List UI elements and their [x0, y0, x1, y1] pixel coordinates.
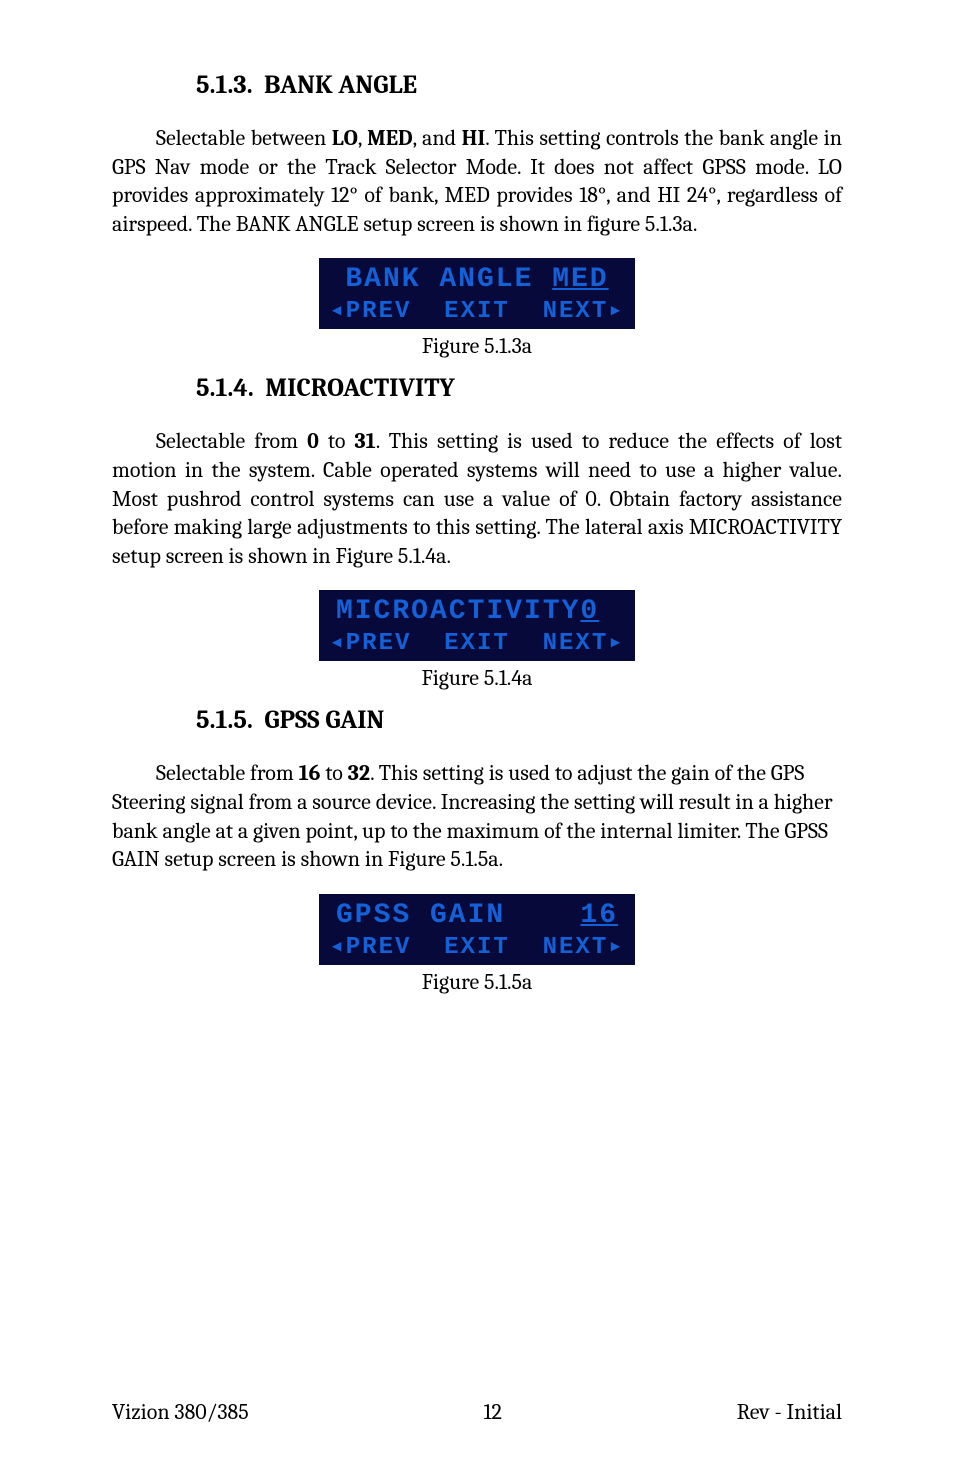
- lcd-value: 0: [580, 596, 599, 627]
- lcd-nav-row: ◂PREV EXIT NEXT▸: [329, 295, 624, 325]
- lcd-value: 16: [580, 900, 618, 931]
- footer-left: Vizion 380/385: [112, 1399, 249, 1425]
- text-bold: 31: [355, 428, 376, 454]
- text-run: Selectable between: [156, 125, 332, 151]
- lcd-next: NEXT▸: [526, 630, 624, 657]
- text-run: to: [319, 428, 355, 454]
- heading-gpss-gain: 5.1.5. GPSS GAIN: [196, 705, 842, 735]
- figure-caption: Figure 5.1.3a: [112, 333, 842, 359]
- figure-caption: Figure 5.1.5a: [112, 969, 842, 995]
- lcd-value: MED: [552, 264, 608, 295]
- lcd-panel-bank-angle: BANK ANGLE MED ◂PREV EXIT NEXT▸: [319, 258, 634, 329]
- text-bold: 16: [299, 760, 321, 786]
- section-number: 5.1.3.: [196, 70, 253, 100]
- lcd-trail: [599, 596, 618, 627]
- lcd-panel-gpss-gain: GPSS GAIN 16 ◂PREV EXIT NEXT▸: [319, 894, 634, 965]
- text-bold: HI: [462, 125, 486, 151]
- paragraph-gpss-gain: Selectable from 16 to 32. This setting i…: [112, 759, 842, 873]
- lcd-nav-row: ◂PREV EXIT NEXT▸: [329, 931, 624, 961]
- text-bold: 0: [307, 428, 319, 454]
- figure-5-1-5a: GPSS GAIN 16 ◂PREV EXIT NEXT▸ Figure 5.1…: [112, 894, 842, 995]
- text-bold: LO: [332, 125, 358, 151]
- section-title: GPSS GAIN: [264, 705, 384, 735]
- lcd-nav-row: ◂PREV EXIT NEXT▸: [329, 627, 624, 657]
- figure-5-1-3a: BANK ANGLE MED ◂PREV EXIT NEXT▸ Figure 5…: [112, 258, 842, 359]
- lcd-panel-microactivity: MICROACTIVITY0 ◂PREV EXIT NEXT▸: [319, 590, 634, 661]
- lcd-prev: ◂PREV: [329, 934, 411, 961]
- lcd-exit: EXIT: [411, 630, 526, 657]
- paragraph-bank-angle: Selectable between LO, MED, and HI. This…: [112, 124, 842, 238]
- footer-page-number: 12: [484, 1399, 502, 1425]
- section-number: 5.1.5.: [196, 705, 253, 735]
- heading-bank-angle: 5.1.3. BANK ANGLE: [196, 70, 842, 100]
- text-run: to: [321, 760, 348, 786]
- text-run: , and: [413, 125, 462, 151]
- text-bold: MED: [367, 125, 413, 151]
- lcd-exit: EXIT: [411, 298, 526, 325]
- text-run: ,: [358, 125, 367, 151]
- figure-caption: Figure 5.1.4a: [112, 665, 842, 691]
- paragraph-microactivity: Selectable from 0 to 31. This setting is…: [112, 427, 842, 570]
- heading-microactivity: 5.1.4. MICROACTIVITY: [196, 373, 842, 403]
- lcd-label: MICROACTIVITY: [336, 596, 580, 627]
- text-run: Selectable from: [156, 760, 299, 786]
- document-page: 5.1.3. BANK ANGLE Selectable between LO,…: [0, 0, 954, 1475]
- page-footer: Vizion 380/385 12 Rev - Initial: [112, 1399, 842, 1425]
- lcd-line-1: MICROACTIVITY0: [329, 596, 624, 627]
- lcd-label: BANK ANGLE: [345, 264, 552, 295]
- lcd-exit: EXIT: [411, 934, 526, 961]
- lcd-line-1: BANK ANGLE MED: [329, 264, 624, 295]
- figure-5-1-4a: MICROACTIVITY0 ◂PREV EXIT NEXT▸ Figure 5…: [112, 590, 842, 691]
- lcd-prev: ◂PREV: [329, 298, 411, 325]
- section-title: MICROACTIVITY: [265, 373, 455, 403]
- footer-right: Rev - Initial: [737, 1399, 842, 1425]
- lcd-line-1: GPSS GAIN 16: [329, 900, 624, 931]
- lcd-prev: ◂PREV: [329, 630, 411, 657]
- text-run: Selectable from: [156, 428, 307, 454]
- lcd-label: GPSS GAIN: [336, 900, 580, 931]
- lcd-next: NEXT▸: [526, 934, 624, 961]
- section-number: 5.1.4.: [196, 373, 254, 403]
- lcd-next: NEXT▸: [526, 298, 624, 325]
- text-bold: 32: [348, 760, 370, 786]
- section-title: BANK ANGLE: [264, 70, 417, 100]
